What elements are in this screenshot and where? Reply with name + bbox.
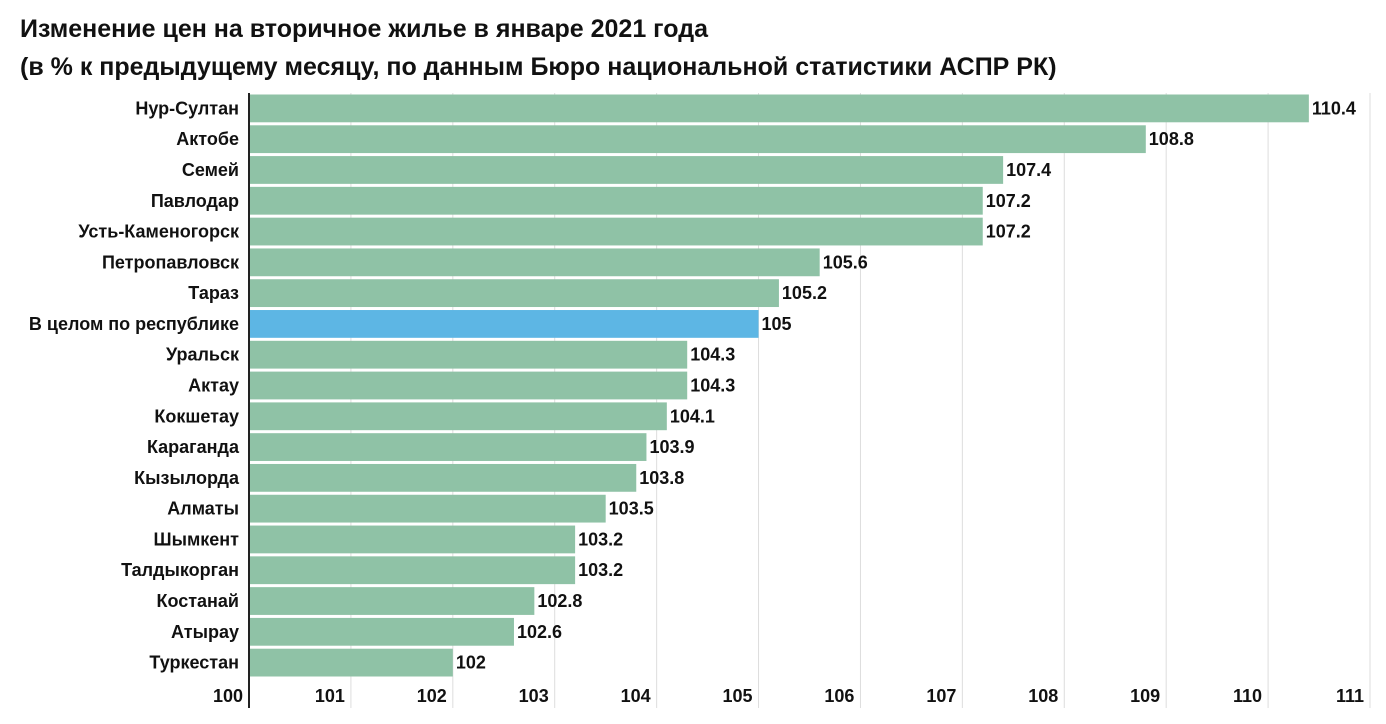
bar [249,617,514,646]
category-label: Алматы [167,499,239,519]
x-tick-label: 107 [926,686,956,706]
bar [249,556,576,585]
bar [249,433,647,461]
category-label: Петропавловск [102,252,240,272]
bar [249,494,606,523]
bar [249,217,983,246]
x-tick-label: 106 [824,686,854,706]
x-tick-label: 104 [621,686,651,706]
bar [249,248,820,277]
value-label: 107.2 [986,222,1031,242]
value-label: 103.8 [639,468,684,488]
value-label: 103.9 [649,437,694,457]
bar [249,156,1004,184]
category-label: Талдыкорган [121,560,239,580]
category-label: Туркестан [149,653,239,673]
category-label: Актау [188,376,239,396]
bar [249,279,779,308]
value-label: 103.5 [609,499,654,519]
bar [249,94,1309,123]
category-label: Нур-Султан [135,98,239,118]
category-label: Караганда [147,437,240,457]
bar [249,340,688,369]
category-label: Шымкент [154,529,240,549]
value-label: 108.8 [1149,129,1194,149]
bar [249,648,453,677]
category-label: Кызылорда [134,468,240,488]
title-block: Изменение цен на вторичное жилье в январ… [20,10,1057,86]
value-label: 104.1 [670,406,715,426]
bar [249,463,637,492]
chart-subtitle: (в % к предыдущему месяцу, по данным Бюр… [20,53,1057,81]
value-labels: 110.4 108.8 107.4 107.2 107.2 105.6 105.2 105 10… [456,98,1356,672]
bar [249,525,576,554]
x-tick-label: 102 [417,686,447,706]
category-label: Костанай [156,591,239,611]
bars [249,94,1309,677]
x-tick-label: 101 [315,686,345,706]
bar [249,371,688,400]
category-label: Уральск [166,345,240,365]
category-label: Усть-Каменогорск [78,222,240,242]
bar [249,402,667,431]
x-tick-label: 105 [722,686,752,706]
value-label: 105.2 [782,283,827,303]
bar [249,587,535,615]
grid-lines [350,93,1371,708]
category-label: Атырау [171,622,239,642]
value-label: 102.8 [537,591,582,611]
value-label: 102.6 [517,622,562,642]
bar [249,186,983,215]
category-label: В целом по республике [29,314,239,334]
value-label: 107.2 [986,191,1031,211]
x-tick-label: 109 [1130,686,1160,706]
category-label: Кокшетау [154,406,239,426]
chart-title: Изменение цен на вторичное жилье в январ… [20,15,708,43]
x-tick-labels: 100 101 102 103 104 105 106 107 108 109 110 111 [213,686,1364,706]
value-label: 103.2 [578,560,623,580]
x-tick-label: 108 [1028,686,1058,706]
value-label: 105.6 [823,252,868,272]
value-label: 104.3 [690,376,735,396]
value-label: 105 [762,314,792,334]
x-tick-label: 111 [1336,686,1364,706]
value-label: 110.4 [1312,98,1356,118]
x-tick-label: 100 [213,686,243,706]
value-label: 103.2 [578,529,623,549]
value-label: 102 [456,653,486,673]
category-label: Павлодар [151,191,239,211]
bar-highlight [249,310,759,338]
category-label: Актобе [176,129,239,149]
x-tick-label: 103 [519,686,549,706]
value-label: 104.3 [690,345,735,365]
value-label: 107.4 [1006,160,1051,180]
bar [249,125,1146,154]
category-labels: Нур-Султан Актобе Семей Павлодар Усть-Камено… [29,98,240,672]
category-label: Тараз [188,283,239,303]
category-label: Семей [182,160,239,180]
x-tick-label: 110 [1233,686,1262,706]
